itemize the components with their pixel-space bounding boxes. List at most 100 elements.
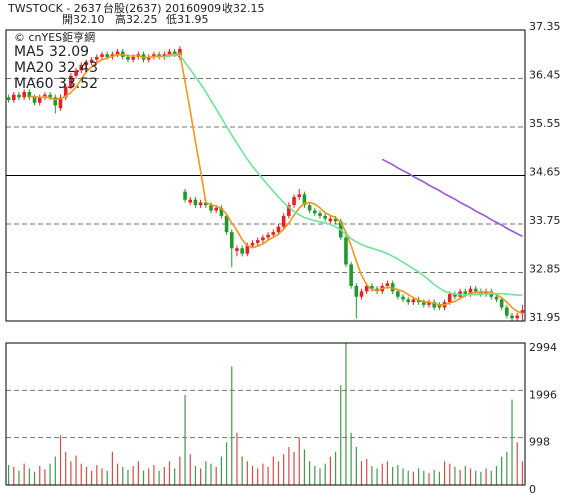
volume-bar <box>418 468 420 485</box>
volume-bar <box>397 465 399 485</box>
candle-body <box>447 294 452 303</box>
volume-bar <box>205 461 207 485</box>
volume-bar <box>137 461 139 485</box>
candle-body <box>307 205 312 211</box>
candle-body <box>276 226 281 233</box>
volume-bar <box>122 466 124 485</box>
close-label: 收32.15 <box>222 1 265 15</box>
volume-bar <box>91 470 93 485</box>
candle-body <box>287 205 291 216</box>
candle-body <box>281 215 286 227</box>
volume-bar <box>485 468 487 485</box>
volume-bar <box>116 463 119 485</box>
candle-body <box>411 299 416 303</box>
volume-bar <box>225 442 228 485</box>
candle-body <box>432 302 436 308</box>
volume-bar <box>23 463 25 485</box>
volume-bar <box>7 465 10 485</box>
candle-body <box>427 302 431 305</box>
volume-bar <box>412 471 415 485</box>
candle-body <box>385 283 390 286</box>
candle-body <box>463 291 468 295</box>
candle-body <box>167 51 172 55</box>
candle-body <box>219 207 224 216</box>
candle-body <box>6 97 11 101</box>
volume-bar <box>490 470 492 485</box>
high-label: 高32.25 <box>115 12 158 26</box>
volume-bar <box>324 463 326 485</box>
volume-bar <box>438 471 440 485</box>
y-tick-label: 32.85 <box>529 263 561 276</box>
candle-body <box>505 307 509 316</box>
volume-bar <box>495 466 498 485</box>
candle-body <box>240 248 244 254</box>
volume-bar <box>262 463 264 485</box>
volume-bar <box>210 463 212 485</box>
candle-body <box>37 97 42 103</box>
candle-body <box>271 232 276 235</box>
volume-bar <box>148 468 150 485</box>
volume-bar <box>298 437 300 485</box>
candle-body <box>520 310 525 313</box>
candle-body <box>473 288 478 292</box>
candle-body <box>198 202 203 206</box>
volume-bar <box>521 461 524 485</box>
source-label: © cnYES鉅亨網 <box>14 30 95 44</box>
volume-bar <box>13 466 15 485</box>
candle-body <box>297 194 302 198</box>
candle-body <box>126 56 130 60</box>
candle-body <box>510 315 514 319</box>
candle-body <box>515 315 520 319</box>
candle-body <box>437 304 442 308</box>
volume-bar <box>184 394 186 485</box>
chart-title: TWSTOCK - 2637 <box>7 2 102 15</box>
candle-body <box>27 91 32 98</box>
candle-body <box>453 294 457 297</box>
candle-body <box>95 56 99 60</box>
volume-frame <box>5 342 526 486</box>
legend-entry: MA60 33.52 <box>14 76 98 92</box>
candle-body <box>349 264 353 286</box>
candle-body <box>396 291 400 297</box>
candle-body <box>58 97 63 109</box>
candle-body <box>69 75 73 87</box>
volume-bar <box>407 470 409 485</box>
y-tick-label: 998 <box>529 436 550 449</box>
candle-body <box>11 94 16 101</box>
candle-body <box>204 202 208 206</box>
volume-bar <box>200 468 202 485</box>
volume-bar <box>319 468 321 485</box>
volume-bar <box>475 470 477 485</box>
candle-body <box>115 51 120 55</box>
volume-bar <box>257 468 259 485</box>
candle-body <box>370 285 374 289</box>
y-tick-label: 33.75 <box>529 214 561 227</box>
volume-bar <box>340 385 342 485</box>
volume-bar <box>329 456 331 485</box>
candle-body <box>214 207 218 211</box>
volume-bar <box>303 449 306 485</box>
volume-bar <box>220 456 222 485</box>
volume-bar <box>314 466 316 485</box>
candle-body <box>292 197 296 206</box>
candle-body <box>401 296 405 300</box>
volume-bar <box>293 451 295 485</box>
candle-body <box>255 240 260 243</box>
volume-bar <box>449 463 451 485</box>
volume-bar <box>168 461 171 485</box>
volume-bar <box>428 473 430 485</box>
ma-line <box>29 52 523 315</box>
candle-body <box>157 54 161 57</box>
volume-bar <box>371 466 373 485</box>
volume-bar <box>288 447 290 485</box>
candle-body <box>229 232 234 249</box>
open-label: 開32.10 <box>62 13 105 26</box>
candle-body <box>406 299 411 303</box>
candle-body <box>224 215 229 233</box>
volume-bar <box>277 461 280 485</box>
candle-body <box>235 248 239 251</box>
volume-bar <box>101 468 103 485</box>
volume-bar <box>366 458 368 485</box>
volume-bar <box>506 451 508 485</box>
